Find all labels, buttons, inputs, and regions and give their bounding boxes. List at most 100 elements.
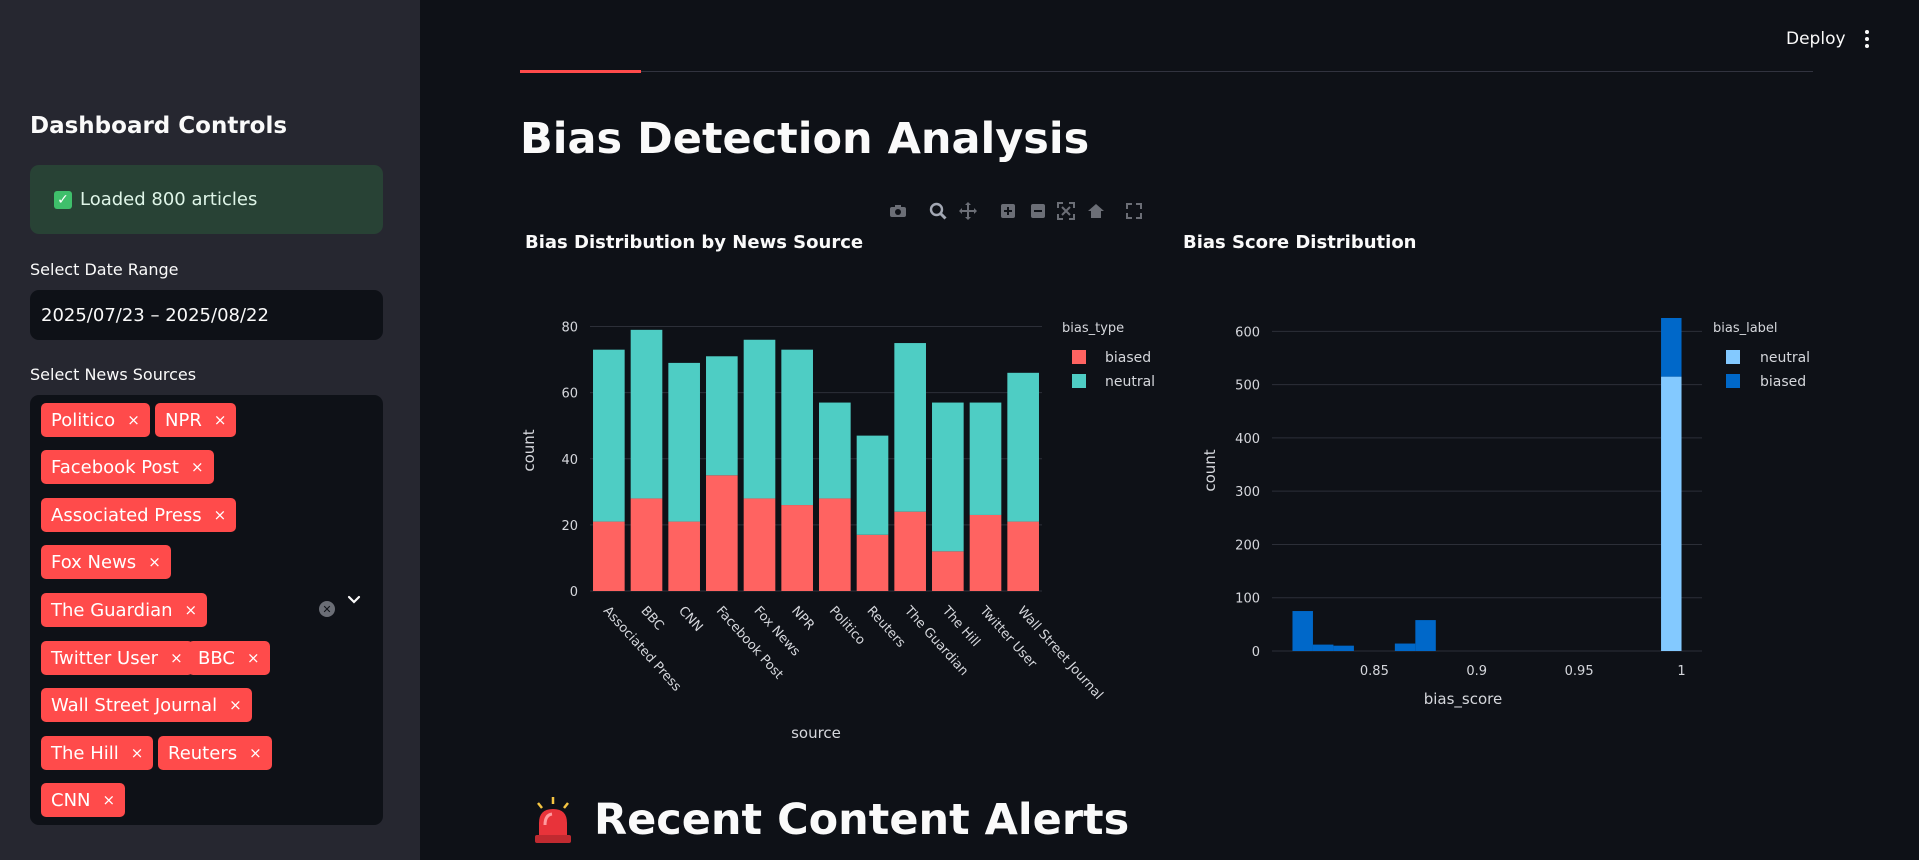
main-menu-icon[interactable]: [1864, 30, 1870, 51]
histogram-bar-biased[interactable]: [1333, 645, 1354, 651]
remove-chip-icon[interactable]: ×: [130, 744, 144, 762]
bar-neutral[interactable]: [593, 349, 625, 522]
source-chip[interactable]: Wall Street Journal ×: [41, 688, 252, 722]
news-sources-label: Select News Sources: [30, 365, 197, 384]
x-tick-label: 1: [1677, 664, 1685, 679]
legend-swatch-biased[interactable]: [1072, 350, 1086, 364]
x-tick-label: CNN: [675, 604, 705, 635]
y-tick-label: 60: [561, 387, 578, 402]
legend-label-neutral: neutral: [1105, 374, 1155, 390]
remove-chip-icon[interactable]: ×: [148, 553, 161, 571]
bar-biased[interactable]: [630, 498, 663, 591]
y-tick-label: 40: [561, 453, 578, 468]
source-chip[interactable]: NPR ×: [155, 403, 237, 437]
chevron-down-icon[interactable]: [347, 595, 361, 605]
bar-biased[interactable]: [969, 514, 1002, 591]
pan-icon[interactable]: [957, 199, 979, 223]
histogram-bar-biased[interactable]: [1394, 643, 1416, 651]
histogram-bar-biased[interactable]: [1415, 620, 1436, 651]
source-chip[interactable]: Reuters ×: [158, 736, 272, 770]
remove-chip-icon[interactable]: ×: [184, 601, 198, 619]
zoom-icon[interactable]: [927, 199, 949, 223]
bar-biased[interactable]: [819, 498, 851, 591]
source-chip[interactable]: CNN ×: [41, 783, 126, 817]
bar-neutral[interactable]: [894, 343, 926, 512]
remove-chip-icon[interactable]: ×: [127, 411, 140, 429]
source-chip-label: Reuters: [168, 742, 238, 764]
legend-swatch-neutral[interactable]: [1072, 374, 1086, 388]
source-chip[interactable]: The Hill ×: [41, 736, 154, 770]
autoscale-icon[interactable]: [1055, 199, 1077, 223]
legend-swatch-neutral[interactable]: [1726, 350, 1740, 364]
source-chip[interactable]: BBC ×: [188, 641, 270, 675]
legend-swatch-biased[interactable]: [1726, 374, 1740, 388]
camera-icon[interactable]: [887, 199, 909, 223]
zoom-in-icon[interactable]: [997, 199, 1019, 223]
bar-neutral[interactable]: [706, 356, 738, 476]
fullscreen-icon[interactable]: [1123, 199, 1145, 223]
x-tick-label: Facebook Post: [713, 604, 786, 683]
histogram-bar-biased[interactable]: [1312, 644, 1334, 651]
bar-neutral[interactable]: [743, 339, 776, 499]
source-chip-label: The Guardian: [51, 599, 173, 621]
y-tick-label: 0: [1252, 645, 1260, 660]
bar-biased[interactable]: [1007, 521, 1039, 591]
bar-biased[interactable]: [593, 521, 625, 591]
source-chip-label: Facebook Post: [51, 456, 179, 478]
bar-biased[interactable]: [706, 475, 738, 591]
bar-neutral[interactable]: [969, 402, 1002, 515]
date-range-value: 2025/07/23 – 2025/08/22: [41, 304, 269, 326]
bar-biased[interactable]: [856, 534, 889, 591]
remove-chip-icon[interactable]: ×: [246, 649, 260, 667]
histogram-bar-neutral[interactable]: [1661, 376, 1682, 651]
bar-neutral[interactable]: [856, 435, 889, 535]
chart1-title: Bias Distribution by News Source: [525, 232, 864, 253]
bar-biased[interactable]: [894, 511, 926, 591]
source-chip[interactable]: Associated Press ×: [41, 498, 237, 532]
chart-modebar: [887, 199, 1147, 223]
remove-chip-icon[interactable]: ×: [213, 506, 227, 524]
bar-neutral[interactable]: [1007, 372, 1039, 522]
clear-all-icon[interactable]: ✕: [319, 601, 335, 617]
bar-neutral[interactable]: [668, 362, 700, 522]
source-chip[interactable]: Facebook Post ×: [41, 450, 214, 484]
news-sources-multiselect[interactable]: Politico × NPR × Facebook Post × Associated Pr…: [30, 395, 383, 825]
source-chip[interactable]: Politico ×: [41, 403, 150, 437]
remove-chip-icon[interactable]: ×: [102, 791, 116, 809]
x-tick-label: BBC: [638, 604, 667, 634]
remove-chip-icon[interactable]: ×: [170, 649, 183, 667]
sidebar: Dashboard Controls ✓ Loaded 800 articles…: [0, 0, 420, 860]
bar-biased[interactable]: [668, 521, 700, 591]
sidebar-title: Dashboard Controls: [30, 113, 288, 139]
active-tab-indicator[interactable]: [520, 70, 641, 73]
histogram-bar-biased[interactable]: [1661, 317, 1682, 377]
bar-biased[interactable]: [743, 498, 776, 591]
source-chip[interactable]: Twitter User ×: [41, 641, 193, 675]
bar-neutral[interactable]: [630, 329, 663, 499]
y-axis-title: count: [520, 429, 538, 471]
x-tick-label: 0.85: [1360, 664, 1389, 679]
remove-chip-icon[interactable]: ×: [229, 696, 242, 714]
date-range-label: Select Date Range: [30, 260, 179, 279]
bar-neutral[interactable]: [781, 349, 813, 506]
date-range-input[interactable]: 2025/07/23 – 2025/08/22: [30, 290, 383, 340]
source-chip-label: Associated Press: [51, 504, 202, 526]
bar-neutral[interactable]: [819, 402, 851, 499]
reset-axes-icon[interactable]: [1085, 199, 1107, 223]
remove-chip-icon[interactable]: ×: [249, 744, 262, 762]
remove-chip-icon[interactable]: ×: [213, 411, 227, 429]
remove-chip-icon[interactable]: ×: [190, 458, 204, 476]
bar-neutral[interactable]: [932, 402, 964, 552]
success-alert: ✓ Loaded 800 articles: [30, 165, 383, 234]
y-tick-label: 20: [561, 519, 578, 534]
deploy-button[interactable]: Deploy: [1786, 29, 1846, 49]
legend-label-biased: biased: [1760, 374, 1806, 390]
bar-biased[interactable]: [932, 551, 964, 591]
histogram-bar-biased[interactable]: [1292, 611, 1313, 651]
bias-score-chart: 0 100 200 300 400 500 600 0.85 0.9 0.95 1 bias_scor…: [1201, 317, 1810, 709]
bar-biased[interactable]: [781, 505, 813, 591]
source-chip[interactable]: The Guardian ×: [41, 593, 208, 627]
zoom-out-icon[interactable]: [1027, 199, 1049, 223]
source-chip[interactable]: Fox News ×: [41, 545, 171, 579]
tab-bar: [520, 71, 1813, 72]
